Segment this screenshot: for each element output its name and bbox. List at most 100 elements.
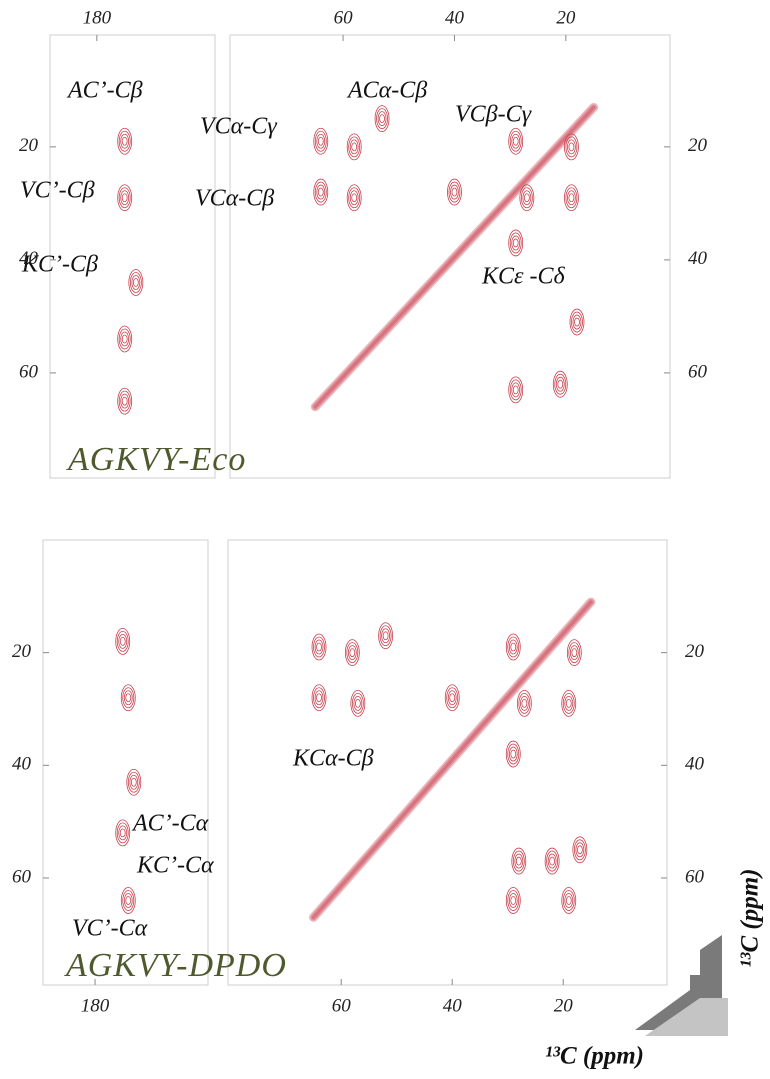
peak-contour bbox=[515, 856, 522, 866]
peak-contour bbox=[116, 822, 129, 844]
peak-contour bbox=[568, 642, 581, 664]
peak-contour bbox=[350, 689, 366, 717]
peak-contour bbox=[129, 774, 139, 790]
annotation: AC’-Cβ bbox=[66, 78, 143, 104]
peak-contour bbox=[447, 690, 457, 706]
peak-contour bbox=[118, 130, 131, 152]
peak-contour bbox=[572, 836, 588, 864]
peak-contour bbox=[564, 893, 574, 908]
diagonal-contour bbox=[311, 600, 593, 919]
y-tick-label: 40 bbox=[688, 248, 708, 269]
peak-contour bbox=[519, 695, 529, 711]
peak-contour bbox=[561, 887, 577, 914]
peak-contour bbox=[512, 385, 519, 395]
peak-contour bbox=[508, 639, 518, 655]
peak-contour bbox=[520, 187, 533, 209]
annotation: KC’-Cα bbox=[136, 853, 214, 879]
peak-contour bbox=[119, 828, 126, 838]
peak-contour bbox=[351, 142, 358, 152]
peak-contour bbox=[351, 692, 364, 714]
peak-contour bbox=[566, 639, 582, 667]
peak-contour bbox=[118, 187, 131, 209]
peak-contour bbox=[505, 633, 521, 661]
peak-contour bbox=[510, 896, 517, 905]
peak-contour bbox=[313, 127, 329, 155]
peak-contour bbox=[131, 275, 141, 290]
peak-contour bbox=[562, 890, 575, 911]
peak-contour bbox=[115, 627, 131, 655]
peak-contour bbox=[508, 229, 524, 257]
peak-contour bbox=[509, 232, 522, 254]
peak-contour bbox=[554, 373, 567, 395]
peak-contour bbox=[512, 238, 519, 248]
peak-contour bbox=[565, 187, 578, 209]
peak-contour bbox=[516, 689, 532, 717]
peak-contour bbox=[314, 130, 327, 152]
peak-contour bbox=[311, 684, 327, 712]
peak-contour bbox=[511, 235, 521, 251]
panel-frame bbox=[42, 539, 209, 986]
peak-contour bbox=[316, 642, 322, 652]
peak-contour bbox=[127, 771, 140, 793]
peak-contour bbox=[348, 136, 361, 158]
annotation: VCα-Cγ bbox=[200, 114, 277, 140]
frames bbox=[42, 34, 671, 986]
peak-contour bbox=[549, 856, 556, 866]
panel-label: AGKVY-Eco bbox=[66, 441, 246, 478]
diagonal-contour bbox=[313, 105, 596, 409]
peak-contour bbox=[316, 693, 322, 703]
annotation: KC’-Cβ bbox=[21, 252, 98, 278]
peak-contour bbox=[519, 184, 535, 212]
peak-contour bbox=[509, 130, 522, 152]
y-tick-label: 20 bbox=[12, 641, 32, 662]
peak-contour bbox=[118, 390, 131, 412]
peak-contour bbox=[571, 311, 583, 333]
peak-contour bbox=[511, 847, 527, 875]
y-tick-label: 40 bbox=[12, 754, 32, 775]
peak-contour bbox=[567, 139, 576, 155]
peak-contour bbox=[574, 317, 580, 327]
peak-contour bbox=[557, 379, 564, 389]
peak-contour bbox=[317, 187, 324, 197]
peak-contour bbox=[117, 127, 133, 155]
peak-contour bbox=[507, 636, 520, 658]
peak-contour bbox=[510, 749, 517, 759]
peak-contour bbox=[377, 111, 387, 127]
y-tick-label: 60 bbox=[688, 361, 708, 382]
peak-contour bbox=[505, 740, 521, 768]
peak-contour bbox=[346, 642, 359, 664]
peak-contour bbox=[569, 645, 579, 661]
peak-contour bbox=[121, 136, 128, 146]
peak-contour bbox=[376, 108, 388, 130]
panel-frame bbox=[49, 34, 216, 479]
peak-contour bbox=[447, 178, 462, 206]
y-tick-label: 20 bbox=[685, 641, 705, 662]
peak-contour bbox=[126, 768, 142, 796]
y-axis-label: ¹³C (ppm) bbox=[737, 868, 764, 967]
peak-contour bbox=[346, 184, 362, 212]
peak-contour bbox=[313, 687, 325, 709]
peak-contour bbox=[349, 190, 359, 206]
peak-contour bbox=[125, 693, 132, 703]
peak-contour bbox=[575, 842, 585, 858]
peak-contour bbox=[449, 693, 456, 703]
x-tick-label: 180 bbox=[83, 7, 112, 28]
peak-contour bbox=[120, 887, 136, 914]
y-tick-label: 20 bbox=[688, 135, 708, 156]
peak-contour bbox=[521, 698, 528, 708]
x-tick-label: 40 bbox=[445, 7, 465, 28]
peak-contour bbox=[314, 690, 324, 706]
peak-contour bbox=[552, 370, 568, 398]
peak-contour bbox=[505, 887, 521, 914]
peak-contour bbox=[349, 648, 356, 658]
peak-contour bbox=[564, 184, 579, 212]
peak-contour bbox=[123, 690, 133, 706]
peak-contour bbox=[116, 630, 129, 652]
peak-contour bbox=[510, 642, 517, 652]
peak-contour bbox=[572, 314, 582, 330]
peak-contour bbox=[379, 114, 385, 124]
annotation: KCε -Cδ bbox=[481, 264, 565, 290]
peak-contour bbox=[314, 181, 327, 203]
peak-contour bbox=[568, 142, 575, 152]
peak-contour bbox=[119, 636, 126, 646]
